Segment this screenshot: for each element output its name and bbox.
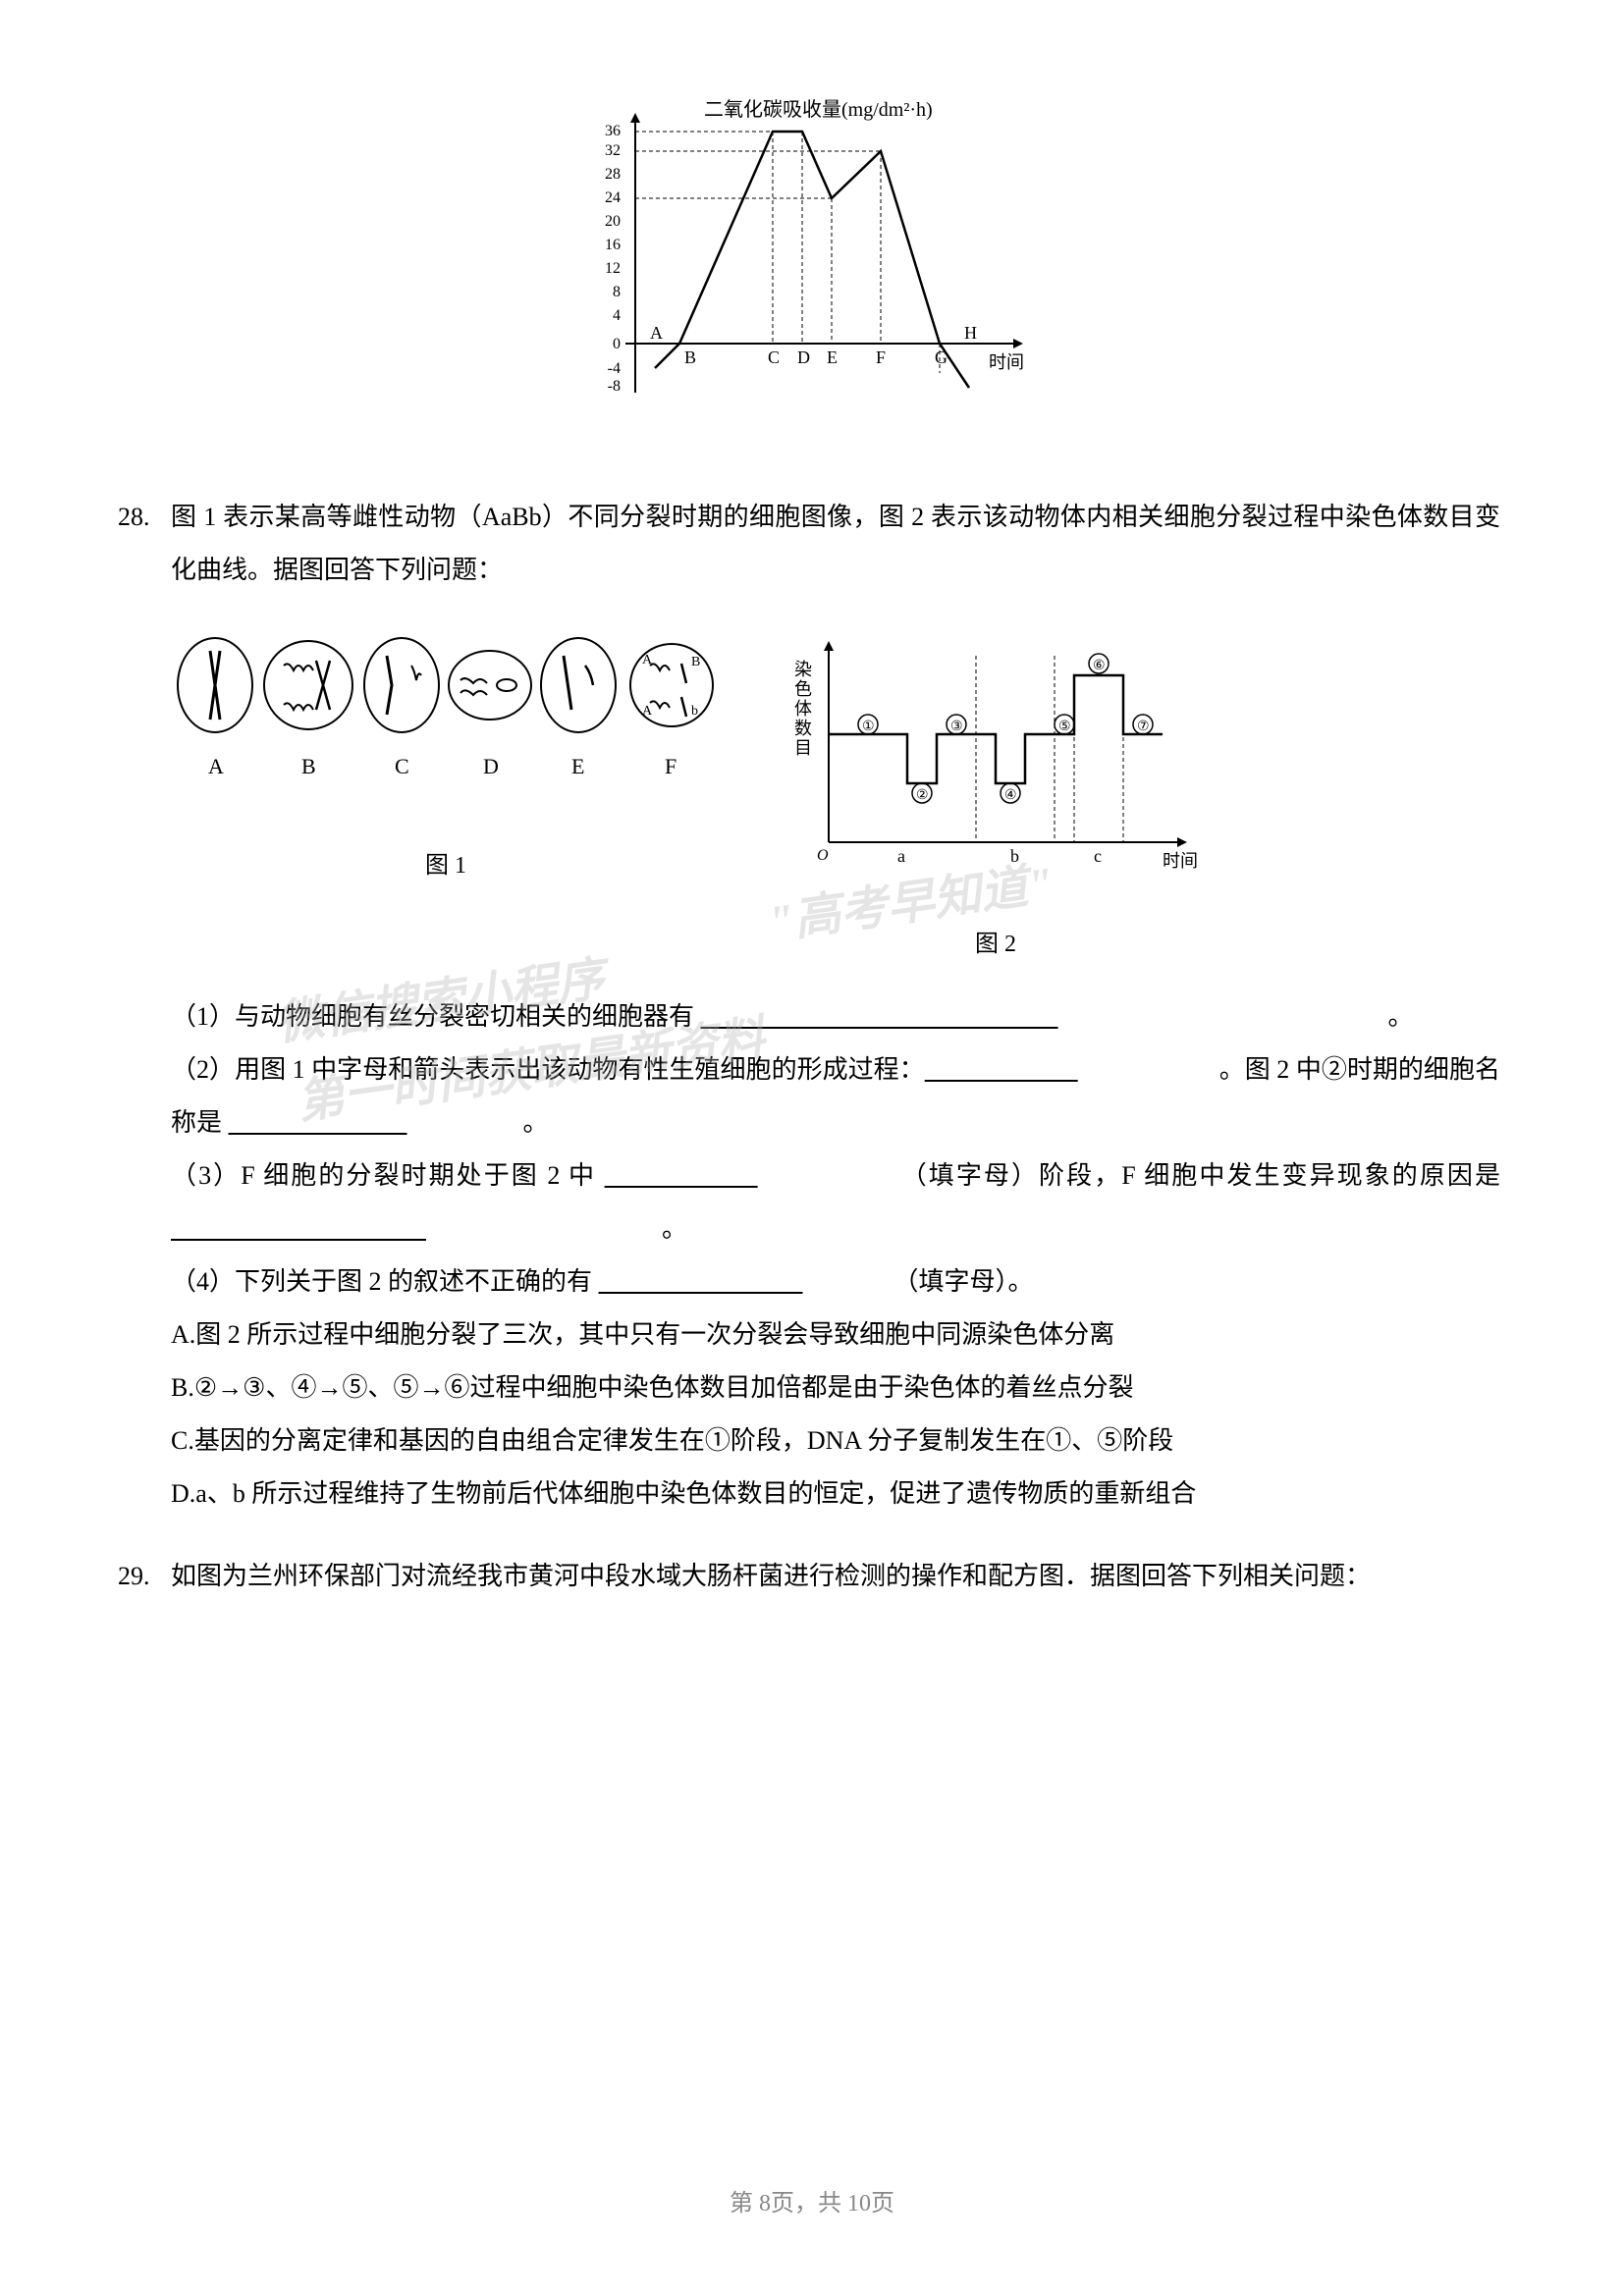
svg-text:E: E [827,347,838,367]
figure-2-label: 图 2 [780,918,1212,971]
q28-number: 28. [118,491,167,544]
blank [605,1149,899,1202]
q29-number: 29. [118,1550,167,1603]
chromosome-chart: 染 色 体 数 目 O 时间 ① [780,616,1212,891]
svg-text:a: a [897,846,905,866]
svg-text:⑥: ⑥ [1093,659,1106,673]
svg-text:32: 32 [605,142,621,159]
svg-text:c: c [1094,846,1102,866]
svg-text:16: 16 [605,237,621,253]
svg-text:b: b [691,704,698,719]
option-c: C.基因的分离定律和基因的自由组合定律发生在①阶段，DNA 分子复制发生在①、⑤… [171,1415,1500,1468]
svg-text:0: 0 [613,336,621,352]
svg-text:A: A [642,704,653,719]
svg-text:⑦: ⑦ [1137,720,1150,734]
q28-sub4: （4）下列关于图 2 的叙述不正确的有 （填字母）。 [171,1255,1500,1308]
question-29: 29. 如图为兰州环保部门对流经我市黄河中段水域大肠杆菌进行检测的操作和配方图．… [118,1550,1506,1603]
svg-text:G: G [935,347,947,367]
svg-text:-8: -8 [608,378,621,395]
x-axis-label: 时间 [989,352,1024,372]
svg-text:H: H [964,323,977,343]
figure-2-block: 染 色 体 数 目 O 时间 ① [780,616,1212,971]
svg-text:20: 20 [605,213,621,230]
svg-text:C: C [768,347,780,367]
svg-text:B: B [691,655,700,669]
svg-text:12: 12 [605,260,621,277]
figure-1-block: A B C D [171,616,721,892]
svg-text:B: B [684,347,696,367]
co2-absorption-chart: 0 -4 -8 4 8 12 16 20 24 28 32 36 二氧化碳吸收量… [576,98,1048,432]
svg-text:染: 染 [794,660,812,679]
option-b: B.②→③、④→⑤、⑤→⑥过程中细胞中染色体数目加倍都是由于染色体的着丝点分裂 [171,1362,1500,1415]
svg-text:B: B [301,754,316,778]
svg-text:28: 28 [605,166,621,183]
svg-text:目: 目 [794,738,812,758]
svg-text:E: E [571,754,584,778]
page-footer: 第 8页，共 10页 [0,2183,1624,2217]
blank [229,1096,523,1149]
svg-text:36: 36 [605,123,621,139]
q28-content: 图 1 表示某高等雌性动物（AaBb）不同分裂时期的细胞图像，图 2 表示该动物… [171,491,1500,1521]
svg-text:②: ② [916,788,929,803]
svg-text:①: ① [862,720,875,734]
q28-sub2: （2）用图 1 中字母和箭头表示出该动物有性生殖细胞的形成过程： 。图 2 中②… [171,1043,1500,1149]
blank [701,990,1388,1043]
svg-text:F: F [876,347,886,367]
cell-diagrams: A B C D [171,616,721,813]
svg-text:O: O [817,847,829,864]
svg-text:色: 色 [794,679,812,699]
svg-text:D: D [483,754,499,778]
svg-text:F: F [665,754,677,778]
blank [925,1043,1219,1096]
figures-row: A B C D [171,616,1500,971]
top-chart-container: 0 -4 -8 4 8 12 16 20 24 28 32 36 二氧化碳吸收量… [118,98,1506,432]
option-a: A.图 2 所示过程中细胞分裂了三次，其中只有一次分裂会导致细胞中同源染色体分离 [171,1308,1500,1362]
question-28: 28. 图 1 表示某高等雌性动物（AaBb）不同分裂时期的细胞图像，图 2 表… [118,491,1506,1521]
svg-text:④: ④ [1004,788,1017,803]
svg-text:数: 数 [794,719,812,738]
option-d: D.a、b 所示过程维持了生物前后代体细胞中染色体数目的恒定，促进了遗传物质的重… [171,1468,1500,1521]
svg-text:A: A [650,323,663,343]
q29-content: 如图为兰州环保部门对流经我市黄河中段水域大肠杆菌进行检测的操作和配方图．据图回答… [171,1550,1500,1603]
svg-text:24: 24 [605,189,621,206]
svg-text:时间: 时间 [1163,851,1198,871]
blank [171,1202,662,1255]
q28-sub3: （3）F 细胞的分裂时期处于图 2 中 （填字母）阶段，F 细胞中发生变异现象的… [171,1149,1500,1255]
q29-intro: 如图为兰州环保部门对流经我市黄河中段水域大肠杆菌进行检测的操作和配方图．据图回答… [171,1550,1500,1603]
svg-text:8: 8 [613,284,621,300]
svg-text:③: ③ [950,720,963,734]
figure-1-label: 图 1 [171,839,721,892]
svg-text:4: 4 [613,307,621,324]
svg-text:C: C [395,754,409,778]
svg-text:A: A [208,754,224,778]
q28-intro: 图 1 表示某高等雌性动物（AaBb）不同分裂时期的细胞图像，图 2 表示该动物… [171,491,1500,597]
svg-text:b: b [1010,846,1019,866]
chart-title: 二氧化碳吸收量(mg/dm²·h) [704,98,933,121]
blank [599,1255,893,1308]
svg-text:-4: -4 [608,360,621,377]
q28-sub1: （1）与动物细胞有丝分裂密切相关的细胞器有 。 [171,990,1500,1043]
svg-text:⑤: ⑤ [1058,720,1071,734]
svg-text:A: A [642,653,653,667]
svg-text:体: 体 [794,699,812,719]
svg-text:D: D [797,347,810,367]
